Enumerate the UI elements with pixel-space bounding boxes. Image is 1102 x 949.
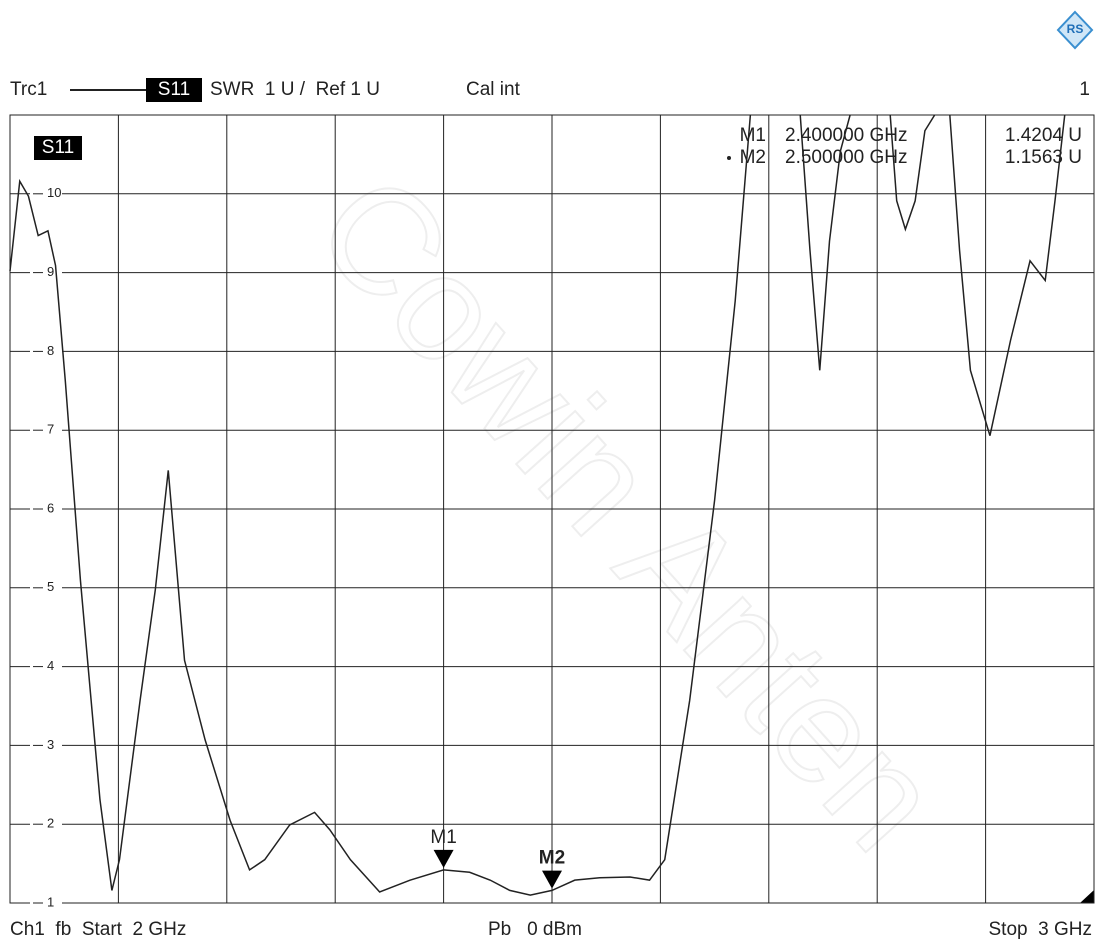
marker-table-value: 1.1563 U [1005,147,1082,168]
tick-label-bg [30,658,62,675]
footer-left: Ch1 fb Start 2 GHz [10,919,186,940]
footer-right: Stop 3 GHz [989,919,1093,940]
corner-mark [1080,890,1094,903]
param: S11 [158,79,190,100]
tick-label-bg [30,895,62,911]
tick-label-bg [30,343,62,360]
active-dot [727,156,731,160]
y-tick-label: 8 [47,343,54,358]
tick-label-bg [30,501,62,517]
channel: 1 [1079,79,1090,100]
marker-table-name: M2 [740,147,766,168]
tick-label-bg [30,579,62,596]
rs-logo: RS [1056,10,1094,50]
y-tick-label: 9 [47,264,54,279]
svg-text:RS: RS [1067,22,1084,36]
y-tick-label: 10 [47,185,61,200]
marker-label: M2 [539,848,565,869]
tick-label-bg [30,816,62,833]
marker-table-freq: 2.500000 GHz [785,147,908,168]
tick-label-bg [30,185,62,202]
cal: Cal int [466,79,521,100]
tick-label-bg [30,422,62,439]
marker-label: M1 [430,827,456,848]
watermark: Cowin Anten [285,143,973,881]
marker [542,870,562,889]
marker-table-name: M1 [740,125,766,146]
marker [433,849,454,868]
y-tick-label: 3 [47,737,54,752]
y-tick-label: 1 [47,894,54,909]
y-tick-label: 4 [47,658,54,673]
y-tick-label: 6 [47,500,54,515]
trace-line [9,114,1066,896]
trace-label: S11 [42,137,74,158]
y-tick-label: 5 [47,579,54,594]
param-box [146,78,202,102]
trace-label-box [34,136,82,160]
marker-table-value: 1.4204 U [1005,125,1082,146]
format: SWR 1 U / Ref 1 U [210,79,380,100]
y-tick-label: 7 [47,422,54,437]
footer-center: Pb 0 dBm [488,919,582,940]
trace-name: Trc1 [10,79,47,100]
y-tick-label: 2 [47,816,54,831]
marker-table-freq: 2.400000 GHz [785,125,908,146]
tick-label-bg [30,737,62,754]
tick-label-bg [30,264,62,281]
